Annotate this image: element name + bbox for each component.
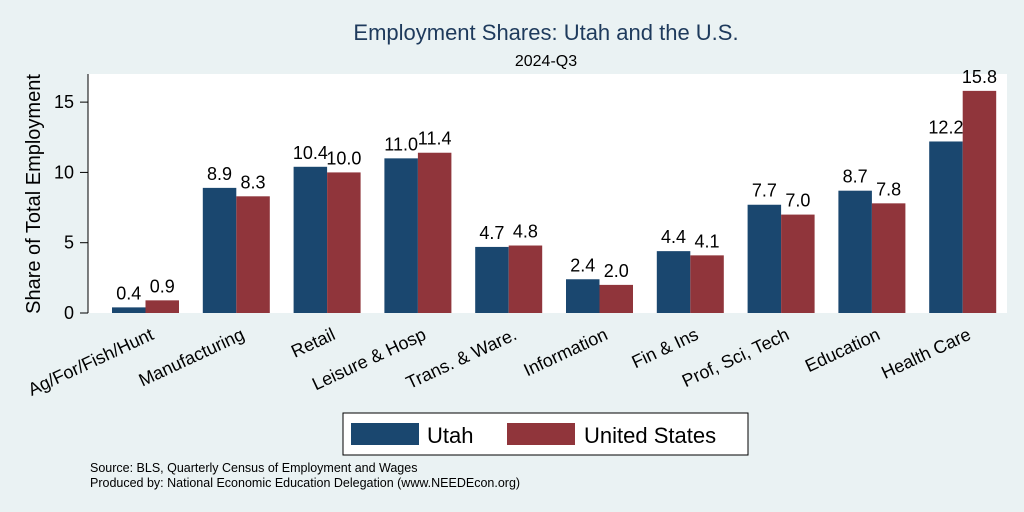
y-tick-label-1: 5 [64, 233, 74, 253]
bar-utah-8 [838, 190, 872, 313]
data-label-utah-2: 10.4 [293, 143, 328, 163]
bar-us-2 [327, 172, 361, 313]
bar-utah-7 [747, 204, 782, 313]
legend: Utah United States [342, 412, 749, 456]
bar-us-7 [781, 214, 815, 313]
bar-us-6 [690, 255, 724, 313]
bars-group [112, 90, 997, 313]
legend-swatch-us [507, 423, 575, 445]
bar-us-4 [508, 245, 543, 313]
data-label-us-7: 7.0 [785, 191, 810, 211]
data-label-utah-8: 8.7 [843, 167, 868, 187]
bar-us-8 [871, 203, 906, 313]
data-label-us-6: 4.1 [695, 231, 720, 251]
data-label-us-3: 11.4 [418, 129, 452, 149]
y-tick-label-0: 0 [64, 303, 74, 323]
data-label-us-9: 15.8 [962, 67, 997, 87]
data-label-utah-7: 7.7 [752, 181, 777, 201]
data-label-utah-6: 4.4 [661, 227, 686, 247]
data-label-us-8: 7.8 [876, 179, 901, 199]
y-tick-label-2: 10 [54, 162, 74, 182]
legend-swatch-utah [351, 423, 419, 445]
data-label-us-0: 0.9 [150, 276, 175, 296]
data-label-utah-3: 11.0 [384, 134, 418, 154]
bar-utah-3 [384, 158, 418, 313]
data-label-utah-1: 8.9 [207, 164, 232, 184]
bar-utah-6 [656, 251, 691, 313]
data-label-us-2: 10.0 [326, 148, 361, 168]
bar-us-0 [145, 300, 179, 313]
bar-us-9 [962, 90, 997, 313]
data-label-us-5: 2.0 [604, 261, 629, 281]
bar-us-3 [417, 152, 452, 313]
bar-us-1 [236, 196, 270, 313]
produced-by-note: Produced by: National Economic Education… [90, 476, 520, 490]
y-ticks-group: 0 5 10 15 [54, 92, 88, 323]
bar-utah-0 [112, 307, 146, 313]
data-label-utah-4: 4.7 [479, 223, 504, 243]
chart-title: Employment Shares: Utah and the U.S. [353, 20, 738, 45]
data-label-us-4: 4.8 [513, 222, 538, 242]
bar-utah-4 [475, 246, 509, 313]
chart-subtitle: 2024-Q3 [515, 53, 577, 70]
data-label-utah-0: 0.4 [116, 283, 141, 303]
bar-utah-5 [566, 279, 600, 313]
source-note: Source: BLS, Quarterly Census of Employm… [90, 461, 417, 475]
bar-utah-9 [929, 141, 963, 313]
data-label-us-1: 8.3 [241, 172, 266, 192]
bar-us-5 [599, 284, 633, 313]
data-label-utah-5: 2.4 [570, 255, 595, 275]
legend-label-us: United States [584, 423, 716, 448]
value-labels-group: 0.4 0.9 8.9 8.3 10.410.0 11.0 11.4 4.7 4.8 2.4 2.0… [116, 67, 997, 304]
data-label-utah-9: 12.2 [928, 117, 963, 137]
legend-label-utah: Utah [427, 423, 473, 448]
y-tick-label-3: 15 [54, 92, 74, 112]
bar-utah-2 [293, 166, 328, 313]
y-axis-label: Share of Total Employment [23, 74, 45, 314]
bar-utah-1 [202, 187, 237, 313]
